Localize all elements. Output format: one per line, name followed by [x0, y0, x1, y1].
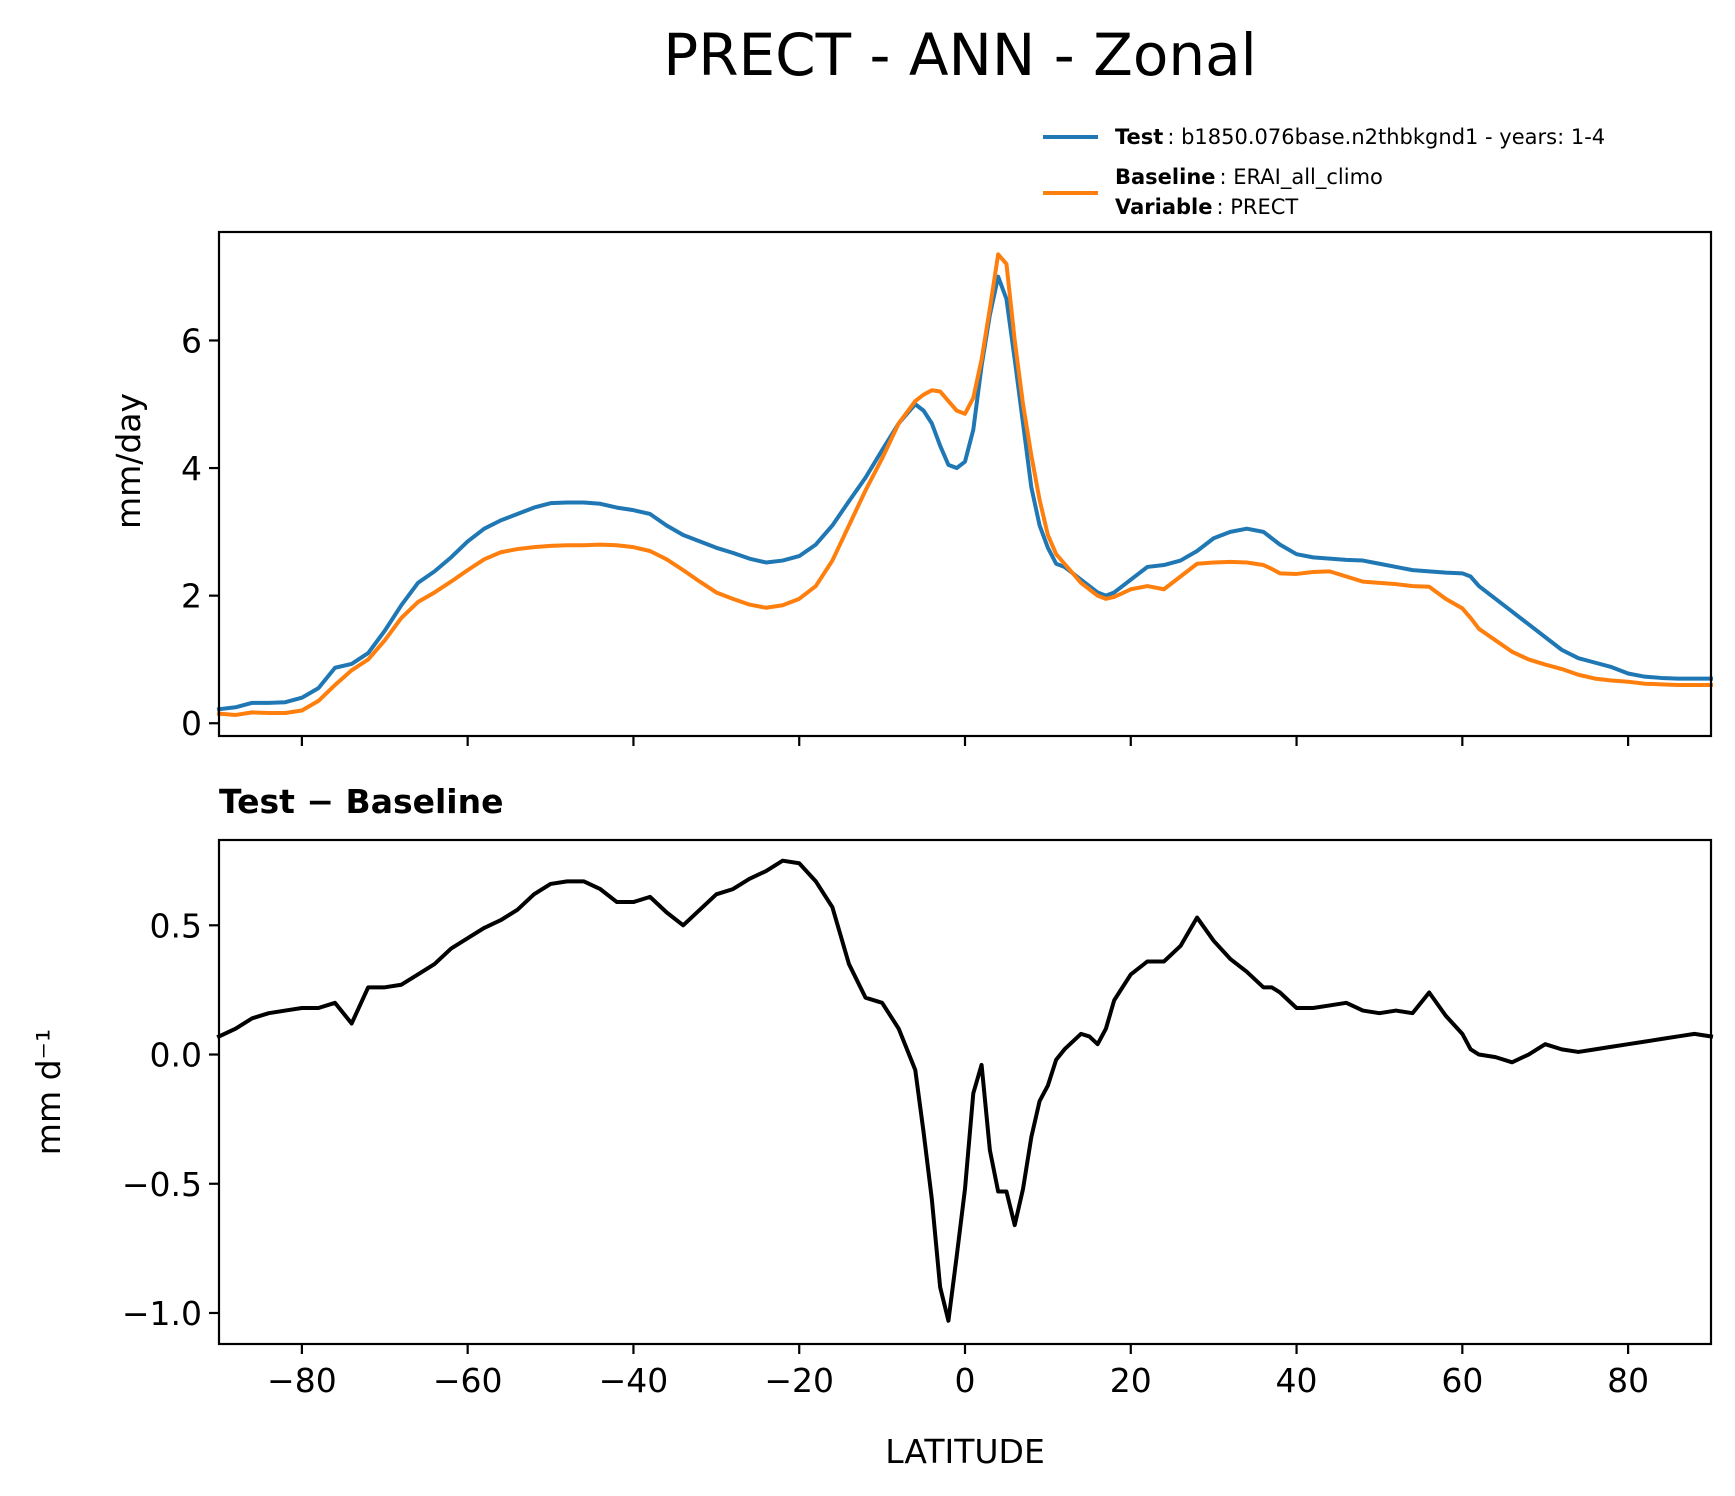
bottom-y-tick-label: −1.0 [122, 1294, 202, 1333]
top-plot-frame [217, 230, 1713, 738]
x-axis-label: LATITUDE [885, 1432, 1045, 1471]
bottom-x-tick-label: −20 [764, 1361, 834, 1400]
bottom-y-tick-label: 0.0 [150, 1036, 202, 1075]
bottom-x-ticks: −80 −60 −40 −20 0 20 40 60 80 [267, 1344, 1649, 1400]
legend-baseline-entry: Baseline: ERAI_all_climo [1115, 165, 1383, 190]
bottom-panel-title: Test − Baseline [219, 782, 504, 821]
bottom-x-tick-label: −80 [267, 1361, 337, 1400]
bottom-y-ticks: −1.0 −0.5 0.0 0.5 [122, 906, 219, 1333]
bottom-x-tick-label: 40 [1276, 1361, 1318, 1400]
legend-variable-value: : PRECT [1216, 195, 1298, 219]
top-y-axis-label: mm/day [109, 393, 148, 529]
bottom-y-tick-label: −0.5 [122, 1165, 202, 1204]
top-series-line-test [216, 274, 1713, 712]
legend-test-value: : b1850.076base.n2thbkgnd1 - years: 1-4 [1167, 125, 1605, 149]
legend-baseline-value: : ERAI_all_climo [1220, 165, 1383, 190]
bottom-series-lines [216, 858, 1714, 1323]
top-y-ticks: 0 2 4 6 [181, 321, 219, 743]
bottom-x-tick-label: −40 [599, 1361, 669, 1400]
top-y-tick-label: 2 [181, 577, 202, 616]
top-x-ticks [300, 736, 1630, 746]
legend-variable-key: Variable [1115, 195, 1212, 219]
legend: Test: b1850.076base.n2thbkgnd1 - years: … [1043, 125, 1605, 219]
legend-test-key: Test [1115, 125, 1163, 149]
top-y-tick-label: 4 [181, 449, 202, 488]
top-series-lines [216, 252, 1713, 717]
bottom-y-axis-label: mm d⁻¹ [29, 1029, 68, 1155]
bottom-x-tick-label: 80 [1607, 1361, 1649, 1400]
top-y-tick-label: 6 [181, 321, 202, 360]
bottom-plot-frame [217, 838, 1713, 1346]
bottom-y-tick-label: 0.5 [150, 906, 202, 945]
top-panel: mm/day 0 2 4 6 [109, 230, 1713, 746]
bottom-panel: Test − Baseline mm d⁻¹ −1.0 −0.5 0.0 0.5 −8… [29, 782, 1714, 1471]
bottom-series-line-difference [216, 858, 1714, 1323]
figure-title: PRECT - ANN - Zonal [663, 21, 1257, 89]
bottom-x-tick-label: −60 [433, 1361, 503, 1400]
top-y-tick-label: 0 [181, 704, 202, 743]
legend-baseline-key: Baseline [1115, 165, 1216, 189]
bottom-x-tick-label: 60 [1441, 1361, 1483, 1400]
bottom-x-tick-label: 0 [955, 1361, 976, 1400]
legend-variable-entry: Variable: PRECT [1115, 195, 1298, 219]
bottom-x-tick-label: 20 [1110, 1361, 1152, 1400]
top-series-line-baseline [216, 252, 1713, 717]
legend-test-entry: Test: b1850.076base.n2thbkgnd1 - years: … [1115, 125, 1605, 149]
